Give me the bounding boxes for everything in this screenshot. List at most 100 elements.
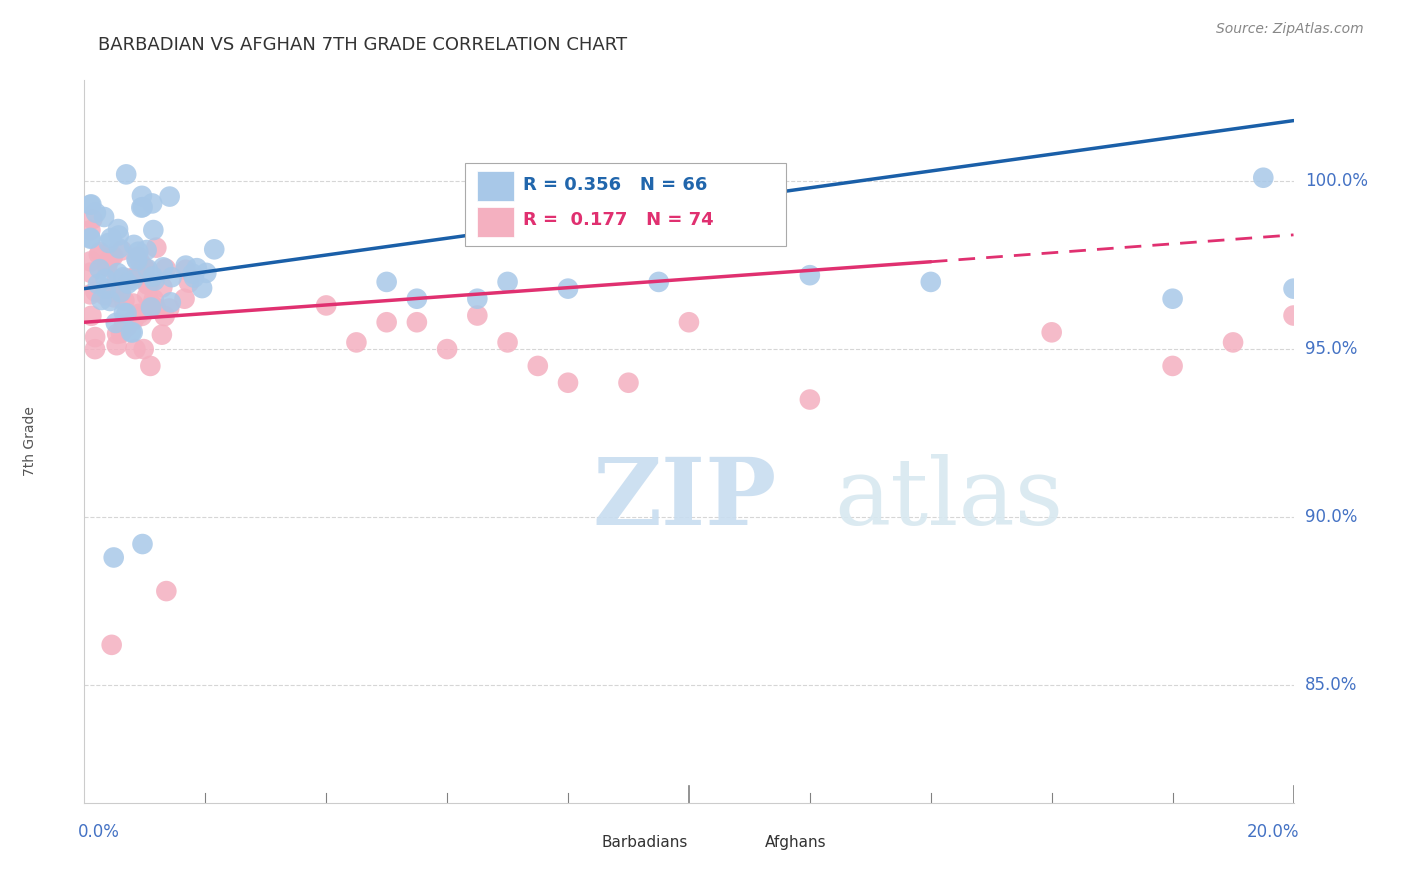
Text: atlas: atlas [834,454,1063,544]
Point [131,189,153,203]
Point [150,280,173,294]
Point [131,201,153,215]
Point [136,289,159,303]
Point [97,255,120,269]
Point [84,330,107,344]
Point [110,326,132,340]
Point [496,275,519,289]
Point [139,275,162,289]
Text: 90.0%: 90.0% [1305,508,1357,526]
Point [557,282,579,296]
Point [104,316,127,330]
Point [157,301,180,316]
Point [1161,359,1184,373]
Point [145,241,167,255]
Point [132,342,155,356]
Point [1222,335,1244,350]
Point [143,274,166,288]
Point [122,296,145,310]
Point [128,307,150,321]
FancyBboxPatch shape [568,831,595,854]
Point [90,293,112,307]
Point [174,262,197,277]
Point [97,235,120,250]
Point [79,231,101,245]
Point [117,277,139,291]
Point [153,309,176,323]
Point [139,301,162,315]
Point [96,260,118,274]
Point [799,268,821,283]
Point [186,261,208,276]
Point [105,272,128,286]
Point [195,266,218,280]
Point [79,232,101,246]
Point [678,315,700,329]
Text: 0.0%: 0.0% [79,823,120,841]
Point [557,376,579,390]
Point [100,250,122,264]
Point [375,315,398,329]
Point [142,269,165,284]
Point [89,262,111,277]
Point [98,293,121,308]
Point [93,288,115,302]
Point [131,537,153,551]
Text: R = 0.356   N = 66: R = 0.356 N = 66 [523,176,707,194]
Point [108,241,131,255]
Point [79,223,101,237]
Point [89,245,111,260]
Point [145,301,167,315]
Point [79,254,101,268]
Point [131,309,153,323]
Point [103,290,125,304]
Point [152,260,174,275]
Point [150,327,173,342]
Point [202,243,225,257]
Point [124,342,146,356]
Text: Afghans: Afghans [765,835,827,850]
Point [110,285,132,300]
Point [105,338,128,352]
Point [112,270,135,285]
Point [799,392,821,407]
Point [131,200,153,214]
Point [136,277,159,291]
Point [84,342,107,356]
Point [648,275,671,289]
Point [107,266,129,280]
Point [107,222,129,236]
Point [127,250,149,264]
Point [132,260,155,275]
Point [101,249,124,263]
Point [159,295,181,310]
Point [159,189,181,203]
Point [141,196,163,211]
Point [191,281,214,295]
Point [160,270,183,285]
Point [103,550,125,565]
Point [129,257,152,271]
Point [122,238,145,252]
Point [1282,282,1305,296]
Point [84,206,107,220]
Point [467,309,489,323]
Point [108,286,131,301]
Point [141,298,163,312]
Point [94,272,117,286]
Point [120,271,142,285]
Point [87,247,110,261]
Point [177,276,200,290]
Point [100,638,122,652]
Point [127,253,149,268]
Point [1161,292,1184,306]
Point [82,212,104,227]
Point [467,292,489,306]
Text: BARBADIAN VS AFGHAN 7TH GRADE CORRELATION CHART: BARBADIAN VS AFGHAN 7TH GRADE CORRELATIO… [98,36,627,54]
Point [155,584,177,599]
Point [1253,170,1275,185]
Point [527,359,550,373]
FancyBboxPatch shape [478,207,513,237]
Point [115,167,138,181]
Point [115,319,138,334]
